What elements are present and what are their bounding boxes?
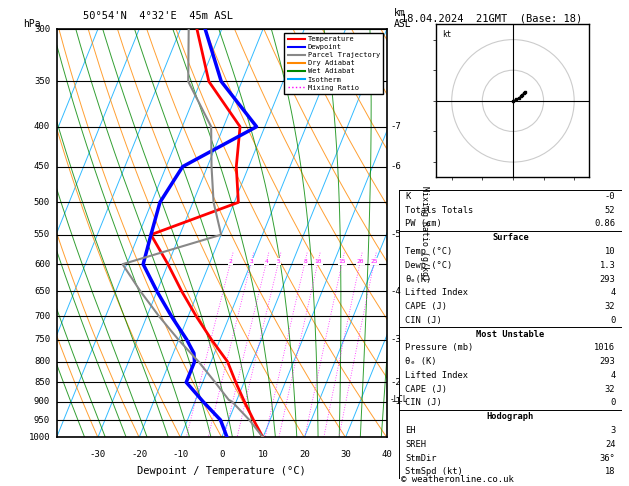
Text: -2: -2 bbox=[390, 378, 401, 387]
Text: 20: 20 bbox=[357, 259, 364, 264]
Text: PW (cm): PW (cm) bbox=[406, 220, 442, 228]
Text: 18: 18 bbox=[605, 468, 615, 476]
Text: Lifted Index: Lifted Index bbox=[406, 371, 469, 380]
Text: CAPE (J): CAPE (J) bbox=[406, 302, 447, 311]
Text: hPa: hPa bbox=[24, 19, 42, 29]
Text: 950: 950 bbox=[34, 416, 50, 424]
Text: EH: EH bbox=[406, 426, 416, 435]
Text: 10: 10 bbox=[258, 450, 269, 459]
Text: 800: 800 bbox=[34, 357, 50, 366]
Text: © weatheronline.co.uk: © weatheronline.co.uk bbox=[401, 474, 514, 484]
Text: 0: 0 bbox=[219, 450, 225, 459]
Text: -6: -6 bbox=[390, 162, 401, 171]
Text: 450: 450 bbox=[34, 162, 50, 171]
Text: Most Unstable: Most Unstable bbox=[476, 330, 545, 339]
Text: 36°: 36° bbox=[599, 453, 615, 463]
Text: 850: 850 bbox=[34, 378, 50, 387]
Text: -7: -7 bbox=[390, 122, 401, 131]
Text: Dewpoint / Temperature (°C): Dewpoint / Temperature (°C) bbox=[137, 466, 306, 476]
Text: StmSpd (kt): StmSpd (kt) bbox=[406, 468, 463, 476]
Text: 900: 900 bbox=[34, 397, 50, 406]
Text: 400: 400 bbox=[34, 122, 50, 131]
Text: Totals Totals: Totals Totals bbox=[406, 206, 474, 215]
Text: Hodograph: Hodograph bbox=[487, 412, 534, 421]
Text: 52: 52 bbox=[605, 206, 615, 215]
Text: 10: 10 bbox=[605, 247, 615, 256]
Text: 350: 350 bbox=[34, 77, 50, 86]
Text: 0.86: 0.86 bbox=[594, 220, 615, 228]
Text: Dewp (°C): Dewp (°C) bbox=[406, 261, 453, 270]
Text: Surface: Surface bbox=[492, 233, 529, 242]
Text: -30: -30 bbox=[90, 450, 106, 459]
Text: 0: 0 bbox=[610, 316, 615, 325]
Text: θₑ(K): θₑ(K) bbox=[406, 275, 431, 283]
Text: 293: 293 bbox=[599, 275, 615, 283]
Text: -0: -0 bbox=[605, 192, 615, 201]
Text: 32: 32 bbox=[605, 302, 615, 311]
Text: CIN (J): CIN (J) bbox=[406, 399, 442, 407]
Text: 650: 650 bbox=[34, 287, 50, 296]
Text: Pressure (mb): Pressure (mb) bbox=[406, 344, 474, 352]
Text: SREH: SREH bbox=[406, 440, 426, 449]
Text: 15: 15 bbox=[338, 259, 346, 264]
Text: 4: 4 bbox=[610, 288, 615, 297]
Text: 2: 2 bbox=[229, 259, 233, 264]
Text: 1.3: 1.3 bbox=[599, 261, 615, 270]
Text: 700: 700 bbox=[34, 312, 50, 321]
Text: 20: 20 bbox=[299, 450, 309, 459]
Legend: Temperature, Dewpoint, Parcel Trajectory, Dry Adiabat, Wet Adiabat, Isotherm, Mi: Temperature, Dewpoint, Parcel Trajectory… bbox=[284, 33, 383, 94]
Text: -20: -20 bbox=[131, 450, 147, 459]
Text: 8: 8 bbox=[303, 259, 307, 264]
Text: K: K bbox=[406, 192, 411, 201]
Text: -3: -3 bbox=[390, 335, 401, 345]
Text: km
ASL: km ASL bbox=[394, 8, 411, 29]
Text: 40: 40 bbox=[381, 450, 392, 459]
Text: 32: 32 bbox=[605, 385, 615, 394]
Text: 4: 4 bbox=[265, 259, 269, 264]
Text: -LCL: -LCL bbox=[390, 395, 409, 404]
Text: 0: 0 bbox=[610, 399, 615, 407]
Text: Lifted Index: Lifted Index bbox=[406, 288, 469, 297]
Text: -1: -1 bbox=[390, 397, 401, 406]
Text: Temp (°C): Temp (°C) bbox=[406, 247, 453, 256]
Text: StmDir: StmDir bbox=[406, 453, 437, 463]
Text: kt: kt bbox=[443, 31, 452, 39]
Text: 5: 5 bbox=[277, 259, 281, 264]
Text: 500: 500 bbox=[34, 198, 50, 207]
Text: 300: 300 bbox=[34, 25, 50, 34]
Text: -10: -10 bbox=[172, 450, 189, 459]
Text: 550: 550 bbox=[34, 230, 50, 239]
Text: 3: 3 bbox=[250, 259, 253, 264]
Text: 1000: 1000 bbox=[28, 433, 50, 442]
Text: 1016: 1016 bbox=[594, 344, 615, 352]
Text: 10: 10 bbox=[314, 259, 322, 264]
Text: θₑ (K): θₑ (K) bbox=[406, 357, 437, 366]
Text: Mixing Ratio (g/kg): Mixing Ratio (g/kg) bbox=[420, 186, 429, 281]
Text: CAPE (J): CAPE (J) bbox=[406, 385, 447, 394]
Text: 600: 600 bbox=[34, 260, 50, 269]
Text: 750: 750 bbox=[34, 335, 50, 345]
Text: CIN (J): CIN (J) bbox=[406, 316, 442, 325]
Text: -5: -5 bbox=[390, 230, 401, 239]
Text: 18.04.2024  21GMT  (Base: 18): 18.04.2024 21GMT (Base: 18) bbox=[401, 14, 582, 24]
Text: 293: 293 bbox=[599, 357, 615, 366]
Text: 50°54'N  4°32'E  45m ASL: 50°54'N 4°32'E 45m ASL bbox=[83, 11, 233, 21]
Text: 25: 25 bbox=[370, 259, 378, 264]
Text: 3: 3 bbox=[610, 426, 615, 435]
Text: 4: 4 bbox=[610, 371, 615, 380]
Text: 24: 24 bbox=[605, 440, 615, 449]
Text: -4: -4 bbox=[390, 287, 401, 296]
Text: 30: 30 bbox=[340, 450, 351, 459]
